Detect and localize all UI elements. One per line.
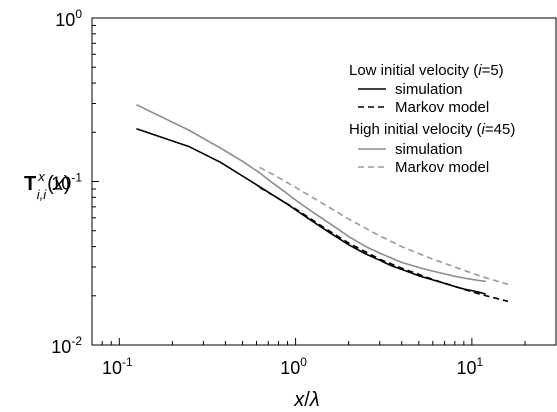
x-label-slash: / (304, 389, 310, 411)
legend-heading-high: High initial velocity (i=45) (349, 121, 515, 138)
y-tick-label: 10-1 (51, 171, 82, 194)
y-tick-label: 100 (55, 7, 82, 30)
x-tick-label: 10-1 (102, 355, 133, 378)
x-label-x: x (293, 389, 305, 411)
y-label-x: x (53, 173, 65, 195)
legend-label-low-markov: Markov model (395, 99, 489, 116)
x-axis-label: x/λ (293, 389, 319, 411)
axis-tick-labels: 10-1 100 101 10-2 10-1 100 (51, 7, 483, 378)
y-label-open-paren: ( (47, 173, 54, 195)
x-tick-label: 101 (457, 355, 484, 378)
series-layer (136, 103, 509, 303)
series-low-markov (259, 186, 509, 303)
legend: Low initial velocity (i=5) simulation Ma… (349, 62, 515, 176)
series-high-markov (259, 166, 509, 286)
y-label-T: T (24, 173, 36, 195)
y-tick-label: 10-2 (51, 334, 82, 357)
x-tick-label: 100 (280, 355, 307, 378)
legend-label-high-markov: Markov model (395, 159, 489, 176)
legend-label-low-simulation: simulation (395, 81, 463, 98)
y-label-superscript: x (37, 169, 45, 184)
x-label-lambda: λ (309, 389, 320, 411)
axis-ticks (91, 17, 557, 346)
y-label-close-paren: ) (64, 173, 71, 195)
y-label-subscript: i,i (37, 187, 48, 202)
legend-heading-low: Low initial velocity (i=5) (349, 62, 504, 79)
series-high-simulation (136, 103, 486, 283)
legend-label-high-simulation: simulation (395, 141, 463, 158)
